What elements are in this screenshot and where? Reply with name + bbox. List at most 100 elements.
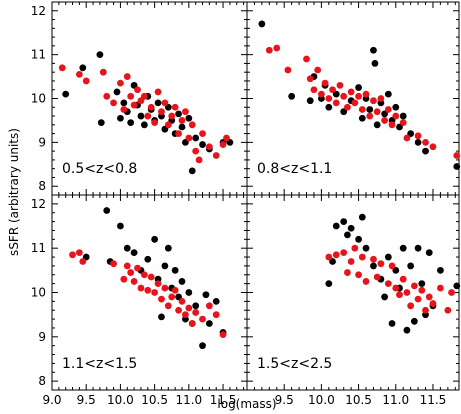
red-point [130, 278, 138, 285]
black-point [199, 141, 206, 148]
black-point [332, 222, 340, 230]
red-point [347, 258, 355, 265]
red-point [199, 315, 206, 323]
red-point [168, 112, 176, 120]
red-point [175, 130, 182, 137]
black-point [370, 262, 377, 270]
black-point [325, 103, 333, 111]
panel-label: 0.5<z<0.8 [62, 161, 137, 177]
red-point [161, 99, 169, 107]
red-point [418, 286, 426, 294]
y-tick-label: 8 [38, 374, 46, 388]
black-point [175, 110, 182, 118]
red-point [273, 44, 281, 52]
black-point [117, 222, 124, 230]
red-point [134, 86, 141, 94]
red-point [325, 95, 333, 102]
x-tick-label: 10.0 [107, 393, 134, 407]
red-point [158, 295, 165, 303]
red-point [123, 262, 131, 270]
red-point [161, 284, 169, 292]
black-point [62, 90, 70, 98]
red-point [448, 289, 455, 296]
black-point [158, 313, 165, 321]
red-point [321, 79, 329, 87]
red-point [399, 119, 407, 127]
red-point [329, 86, 336, 94]
red-point [388, 262, 396, 270]
red-point [414, 295, 422, 303]
black-point [161, 262, 169, 270]
red-point [147, 273, 155, 281]
black-point [399, 112, 407, 120]
black-point [151, 235, 159, 243]
x-tick-label: 11.0 [382, 393, 409, 407]
black-point [258, 20, 266, 28]
red-point [178, 297, 186, 305]
red-point [384, 106, 392, 113]
black-point [388, 320, 396, 327]
black-point [392, 103, 400, 111]
red-point [373, 273, 381, 281]
red-point [332, 251, 340, 259]
red-point [317, 90, 325, 98]
red-point [151, 119, 159, 127]
black-point [192, 134, 200, 142]
red-point [377, 260, 385, 268]
red-point [212, 152, 220, 159]
black-point [414, 138, 422, 146]
black-point [164, 244, 172, 252]
red-point [314, 66, 322, 74]
red-point [303, 55, 310, 63]
red-point [144, 112, 152, 120]
black-point [355, 235, 362, 243]
black-point [212, 297, 220, 305]
red-point [453, 152, 461, 159]
black-point [120, 99, 128, 107]
red-point [219, 331, 227, 339]
red-point [355, 92, 362, 100]
red-point [103, 92, 111, 100]
red-point [362, 90, 370, 98]
black-point [288, 92, 296, 100]
red-point [171, 103, 179, 111]
y-tick-label: 11 [31, 48, 46, 62]
black-point [178, 278, 186, 285]
x-tick-label: 11.0 [175, 393, 202, 407]
black-point [199, 342, 206, 350]
black-point [453, 163, 461, 170]
red-point [362, 278, 370, 285]
black-point [137, 112, 145, 120]
black-point [113, 88, 121, 96]
red-point [437, 284, 444, 292]
y-tick-label: 12 [31, 197, 46, 211]
red-point [195, 156, 203, 164]
x-axis-label: log(mass) [217, 397, 276, 411]
y-tick-label: 12 [31, 4, 46, 18]
red-point [171, 286, 179, 294]
red-point [377, 95, 385, 102]
red-point [344, 103, 351, 111]
black-point [344, 231, 351, 239]
x-tick-label: 10.5 [141, 393, 168, 407]
black-point [355, 84, 362, 91]
panel-3: 8 9 10 11 12 9.0 9.5 10.0 10.5 11.0 11.5 1.1<z<1.5 [31, 194, 248, 407]
black-point [414, 244, 422, 252]
red-point [429, 300, 437, 307]
red-point [410, 282, 418, 290]
red-point [429, 143, 437, 151]
black-point [205, 320, 213, 327]
red-point [422, 138, 429, 146]
black-point [192, 302, 200, 310]
red-point [127, 92, 135, 100]
red-point [392, 284, 400, 292]
red-point [205, 302, 213, 310]
red-point [185, 304, 193, 312]
red-point [306, 75, 314, 83]
red-point [358, 106, 366, 113]
red-point [182, 311, 189, 319]
red-point [164, 302, 172, 310]
red-point [370, 97, 377, 105]
black-point [403, 326, 411, 334]
